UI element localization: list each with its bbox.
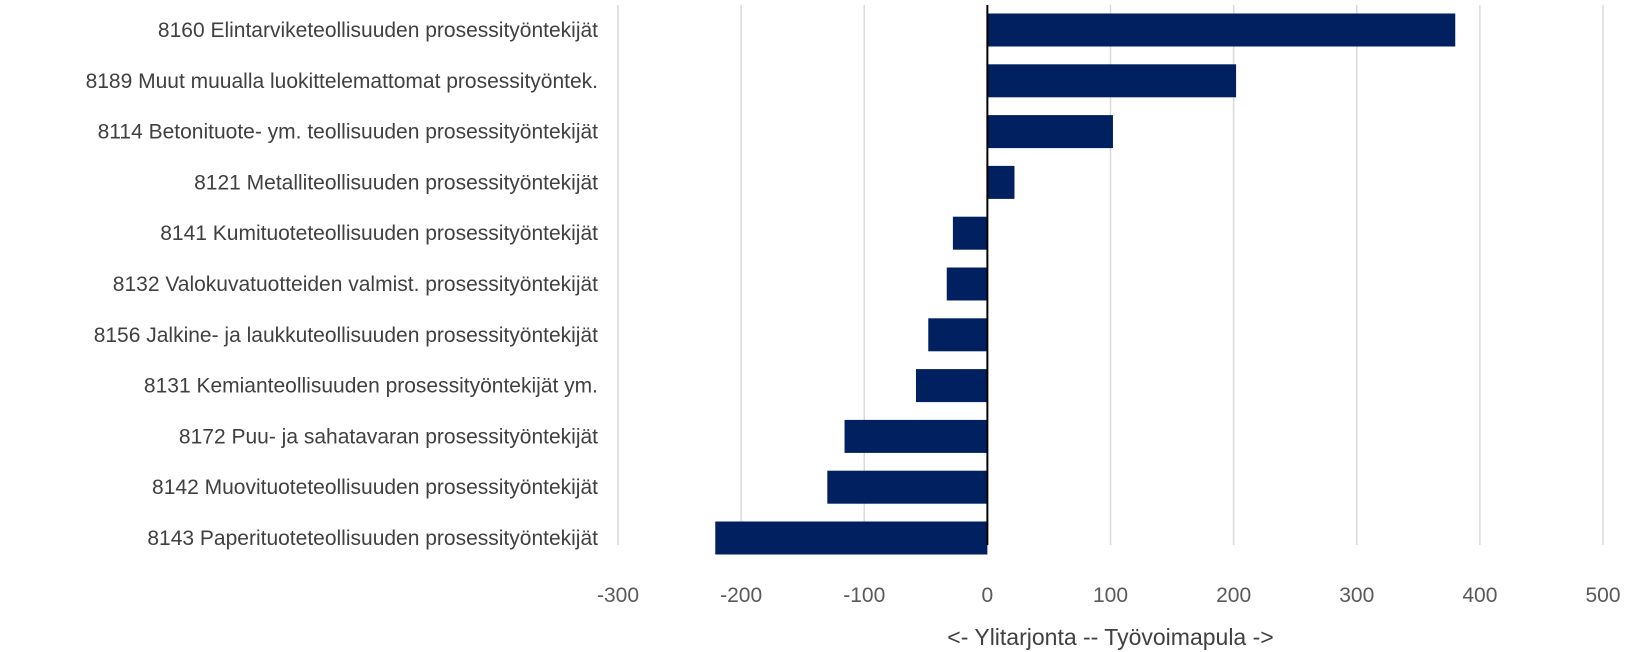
category-label: 8121 Metalliteollisuuden prosessityöntek… <box>194 171 598 194</box>
category-label: 8132 Valokuvatuotteiden valmist. prosess… <box>113 273 598 296</box>
x-tick-label: -300 <box>597 584 639 607</box>
bar <box>915 369 988 403</box>
x-tick-label: 400 <box>1462 584 1497 607</box>
bar <box>715 521 988 555</box>
tick-labels: -300 -200 -100 0 100 200 300 400 500 <box>597 584 1621 607</box>
bar <box>946 267 988 301</box>
bar <box>987 115 1113 149</box>
bar <box>987 64 1237 98</box>
category-label: 8160 Elintarviketeollisuuden prosessityö… <box>158 19 598 42</box>
category-label: 8142 Muovituoteteollisuuden prosessityön… <box>152 476 598 499</box>
bar <box>928 318 988 352</box>
x-tick-label: -100 <box>843 584 885 607</box>
bar <box>827 470 988 504</box>
x-tick-label: 100 <box>1093 584 1128 607</box>
x-tick-label: 300 <box>1339 584 1374 607</box>
category-label: 8156 Jalkine- ja laukkuteollisuuden pros… <box>94 324 598 347</box>
x-axis-title: <- Ylitarjonta -- Työvoimapula -> <box>947 624 1273 650</box>
category-label: 8189 Muut muualla luokittelemattomat pro… <box>86 70 598 93</box>
category-label: 8172 Puu- ja sahatavaran prosessityöntek… <box>179 425 598 448</box>
category-label: 8131 Kemianteollisuuden prosessityönteki… <box>144 375 598 398</box>
x-tick-label: 0 <box>982 584 994 607</box>
bar <box>987 13 1456 47</box>
bar <box>987 165 1015 199</box>
category-label: 8114 Betonituote- ym. teollisuuden prose… <box>98 121 599 144</box>
category-label: 8141 Kumituoteteollisuuden prosessityönt… <box>160 222 598 245</box>
bar <box>844 419 988 453</box>
bars <box>715 13 1456 555</box>
bar <box>952 216 988 250</box>
category-label: 8143 Paperituoteteollisuuden prosessityö… <box>147 527 598 550</box>
category-labels: 8160 Elintarviketeollisuuden prosessityö… <box>86 19 599 550</box>
x-tick-label: -200 <box>720 584 762 607</box>
x-tick-label: 500 <box>1585 584 1620 607</box>
x-tick-label: 200 <box>1216 584 1251 607</box>
